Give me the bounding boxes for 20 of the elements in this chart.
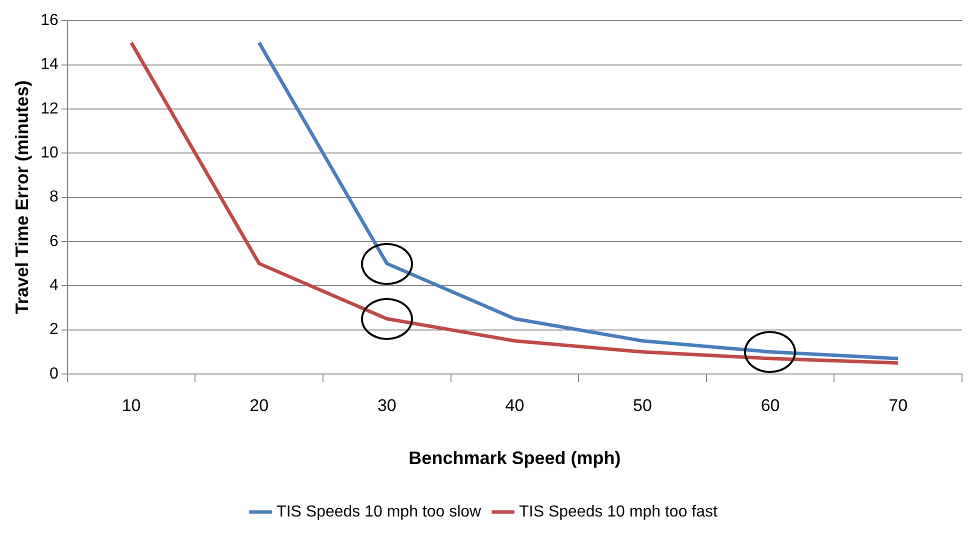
y-tick-label: 14 (40, 56, 58, 74)
x-tick-label: 60 (760, 396, 780, 415)
y-tick-label: 12 (40, 100, 58, 118)
x-tick-label: 70 (888, 396, 908, 415)
legend-label: TIS Speeds 10 mph too slow (276, 503, 482, 520)
y-tick-label: 6 (49, 232, 58, 250)
x-tick-label: 20 (250, 396, 269, 415)
x-tick-label: 40 (505, 396, 524, 415)
legend-label: TIS Speeds 10 mph too fast (519, 503, 718, 520)
x-tick-label: 10 (122, 396, 141, 415)
y-axis-title: Travel Time Error (minutes) (12, 80, 32, 314)
y-tick-label: 0 (49, 365, 58, 382)
x-tick-label: 50 (633, 396, 652, 415)
x-axis-title: Benchmark Speed (mph) (408, 448, 621, 468)
y-tick-label: 8 (49, 188, 58, 206)
y-tick-label: 2 (49, 321, 58, 338)
y-tick-label: 16 (40, 12, 58, 30)
y-tick-label: 4 (49, 277, 58, 294)
y-tick-label: 10 (40, 144, 58, 162)
x-tick-label: 30 (377, 396, 396, 415)
